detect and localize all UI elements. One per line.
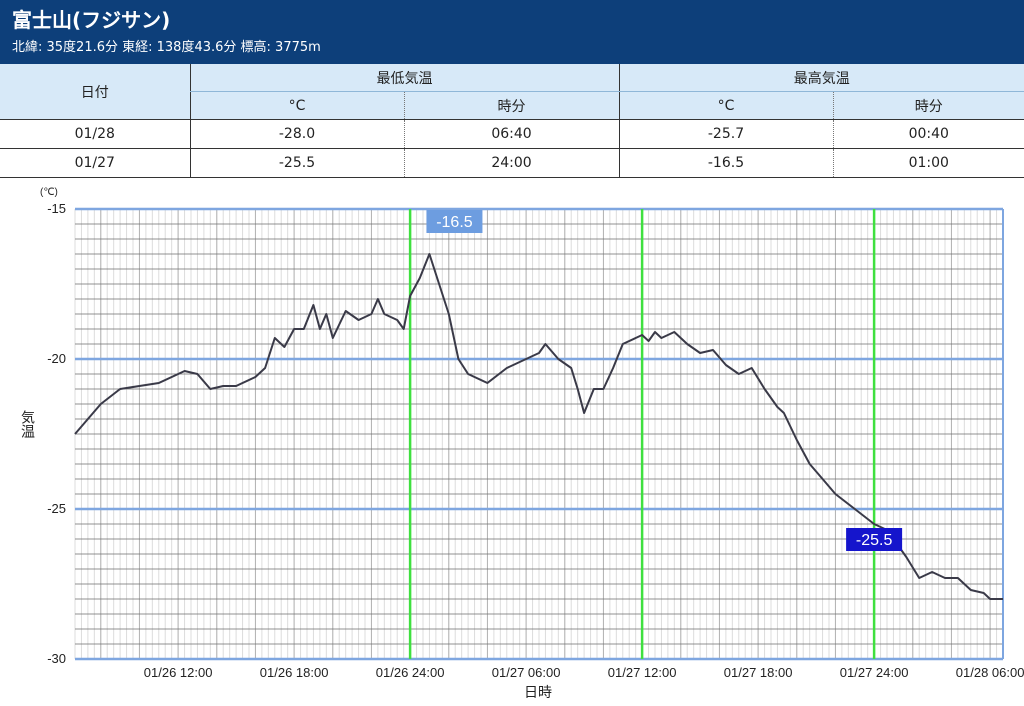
x-tick-label: 01/26 12:00 bbox=[144, 665, 213, 680]
row-date: 01/27 bbox=[0, 148, 190, 178]
annotation-label: -16.5 bbox=[436, 214, 473, 231]
row-max-time: 00:40 bbox=[832, 119, 1024, 149]
row-max-temp: -16.5 bbox=[618, 148, 833, 178]
table-row: 01/28 -28.0 06:40 -25.7 00:40 bbox=[0, 119, 1024, 149]
temperature-chart: -15 -20 -25 -30 (℃) 気温 01/26 12:00 01/26 18:00 0… bbox=[19, 187, 1024, 701]
annotation-label: -25.5 bbox=[856, 532, 893, 549]
x-tick-label: 01/27 06:00 bbox=[492, 665, 561, 680]
min-time-header: 時分 bbox=[403, 91, 619, 120]
row-min-time: 24:00 bbox=[403, 148, 619, 178]
x-tick-label: 01/27 18:00 bbox=[724, 665, 793, 680]
max-temp-header: 最高気温 bbox=[618, 64, 1024, 92]
temperature-series-line bbox=[74, 253, 1003, 600]
x-tick-label: 01/27 24:00 bbox=[840, 665, 909, 680]
station-info: 北緯: 35度21.6分 東経: 138度43.6分 標高: 3775m bbox=[12, 40, 321, 55]
y-axis-label: 気温 bbox=[19, 410, 35, 438]
y-tick-label: -15 bbox=[47, 201, 66, 216]
y-tick-label: -25 bbox=[47, 501, 66, 516]
min-unit-header: °C bbox=[189, 91, 404, 120]
min-temp-header: 最低気温 bbox=[189, 64, 619, 92]
x-tick-label: 01/28 06:00 bbox=[956, 665, 1024, 680]
max-unit-header: °C bbox=[618, 91, 833, 120]
date-header: 日付 bbox=[0, 64, 190, 120]
station-header: 富士山(フジサン) 北緯: 35度21.6分 東経: 138度43.6分 標高:… bbox=[0, 0, 1024, 64]
row-date: 01/28 bbox=[0, 119, 190, 149]
row-min-temp: -25.5 bbox=[189, 148, 404, 178]
row-min-time: 06:40 bbox=[403, 119, 619, 149]
x-tick-label: 01/27 12:00 bbox=[608, 665, 677, 680]
temperature-table: 日付 最低気温 最高気温 °C 時分 °C 時分 01/28 -28.0 06:… bbox=[0, 64, 1024, 178]
y-tick-label: -20 bbox=[47, 351, 66, 366]
max-time-header: 時分 bbox=[832, 91, 1024, 120]
annotation-box bbox=[846, 528, 903, 551]
table-row: 01/27 -25.5 24:00 -16.5 01:00 bbox=[0, 148, 1024, 178]
y-tick-label: -30 bbox=[47, 651, 66, 666]
y-unit-label: (℃) bbox=[40, 187, 58, 198]
station-name: 富士山(フジサン) bbox=[12, 8, 171, 32]
annotation-box bbox=[426, 210, 483, 233]
x-tick-label: 01/26 18:00 bbox=[260, 665, 329, 680]
max-annotation: -16.5 bbox=[426, 210, 483, 233]
row-max-temp: -25.7 bbox=[618, 119, 833, 149]
row-max-time: 01:00 bbox=[832, 148, 1024, 178]
x-axis-label: 日時 bbox=[524, 685, 552, 701]
min-annotation: -25.5 bbox=[846, 528, 903, 551]
x-tick-label: 01/26 24:00 bbox=[376, 665, 445, 680]
row-min-temp: -28.0 bbox=[189, 119, 404, 149]
